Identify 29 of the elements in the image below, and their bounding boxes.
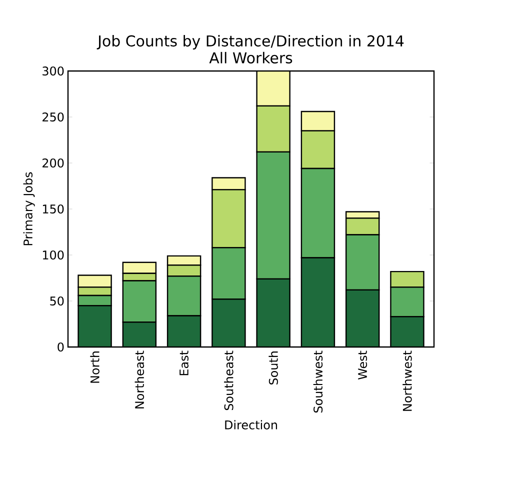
y-tick-label: 250 (42, 112, 64, 122)
chart-subtitle: All Workers (209, 52, 292, 64)
x-tick-label: Southeast (224, 350, 234, 410)
y-tick-label: 100 (42, 250, 64, 260)
bar (256, 278, 290, 347)
bar (346, 290, 380, 347)
x-tick-label: East (180, 350, 188, 376)
x-tick-label: North (90, 352, 100, 383)
chart-title: Job Counts by Distance/Direction in 2014 (96, 35, 404, 50)
bar (78, 306, 112, 347)
y-tick-label: 200 (42, 158, 64, 168)
bar (301, 258, 334, 347)
y-axis-title: Primary Jobs (23, 172, 35, 246)
x-axis-title: Direction (225, 420, 278, 430)
x-tick-label: West (358, 350, 368, 380)
bar (300, 110, 336, 132)
bar (122, 322, 156, 347)
y-tick-label: 150 (42, 204, 64, 214)
bar (256, 70, 290, 107)
bar (390, 316, 424, 347)
bar (168, 316, 201, 347)
x-tick-label: Northeast (134, 350, 144, 408)
bar (212, 299, 246, 347)
y-tick-label: 0 (58, 342, 64, 352)
x-tick-label: South (268, 352, 278, 384)
x-tick-label: Southwest (313, 350, 323, 413)
y-tick-label: 300 (42, 66, 64, 76)
x-tick-label: Northwest (402, 350, 412, 411)
y-tick-label: 50 (50, 296, 64, 306)
